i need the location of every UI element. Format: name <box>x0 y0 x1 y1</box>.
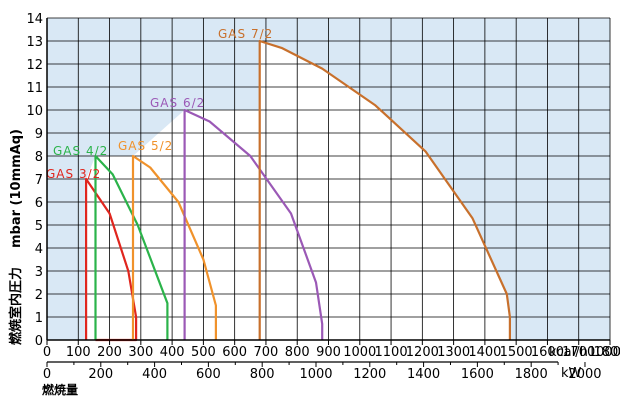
y-axis-title: mbar (10mmAq) <box>9 129 24 248</box>
x-tick-label: 600 <box>222 345 247 360</box>
y-axis-title-jp: 燃焼室内圧力 <box>8 267 24 345</box>
x-tick-label: 500 <box>191 345 216 360</box>
y-tick-label: 6 <box>35 196 43 211</box>
x-tick-label: 300 <box>128 345 153 360</box>
x2-unit-label: kW <box>561 366 582 381</box>
x-tick-label: 700 <box>254 345 279 360</box>
y-tick-label: 1 <box>35 311 43 326</box>
y-tick-label: 4 <box>35 242 43 257</box>
label-gas-7-2: GAS 7/2 <box>218 27 273 41</box>
x2-tick-label: 200 <box>88 367 113 382</box>
x-unit-label: kcal/h1000 <box>549 345 620 360</box>
label-gas-6-2: GAS 6/2 <box>150 96 205 110</box>
x-tick-label: 200 <box>97 345 122 360</box>
y-tick-label: 2 <box>35 288 43 303</box>
y-tick-label: 3 <box>35 265 43 280</box>
x2-tick-label: 1200 <box>353 367 386 382</box>
x-tick-label: 1000 <box>343 345 376 360</box>
y-tick-label: 7 <box>35 173 43 188</box>
x-tick-label: 1500 <box>500 345 533 360</box>
x2-tick-label: 1400 <box>407 367 440 382</box>
x2-tick-labels: 0 200 400 600 800 1000 1200 1400 1600 1800 2000 <box>43 367 602 382</box>
x2-tick-label: 2000 <box>568 367 601 382</box>
x-tick-label: 1100 <box>375 345 408 360</box>
series-gas-7-2 <box>258 39 511 340</box>
series-labels: GAS 3/2 GAS 4/2 GAS 5/2 GAS 6/2 GAS 7/2 <box>46 27 273 181</box>
label-gas-4-2: GAS 4/2 <box>53 144 108 158</box>
x-tick-label: 400 <box>160 345 185 360</box>
series-gas-6-2 <box>183 108 324 340</box>
y-tick-label: 9 <box>35 127 43 142</box>
x2-tick-label: 1000 <box>299 367 332 382</box>
y-tick-label: 0 <box>35 334 43 349</box>
x-tick-label: 0 <box>43 345 51 360</box>
x2-tick-label: 1800 <box>515 367 548 382</box>
x-tick-label: 1800 <box>593 345 620 360</box>
y-tick-label: 12 <box>26 58 43 73</box>
x-tick-label: 1400 <box>468 345 501 360</box>
x-tick-label: 1700 <box>562 345 595 360</box>
axes <box>46 18 611 367</box>
label-gas-3-2: GAS 3/2 <box>46 167 101 181</box>
y-tick-label: 10 <box>26 104 43 119</box>
operating-region-fill <box>86 41 510 340</box>
y-tick-label: 8 <box>35 150 43 165</box>
y-tick-label: 11 <box>26 81 43 96</box>
x-tick-label: 900 <box>316 345 341 360</box>
x-tick-label: 100 <box>66 345 91 360</box>
y-tick-label: 5 <box>35 219 43 234</box>
y-tick-label: 13 <box>26 35 43 50</box>
x2-tick-label: 400 <box>142 367 167 382</box>
x-tick-labels: 0 100 200 300 400 500 600 700 800 900 100011001200… <box>43 345 620 360</box>
x-tick-label: 1200 <box>406 345 439 360</box>
x-tick-label: 800 <box>285 345 310 360</box>
x2-tick-label: 0 <box>43 367 51 382</box>
x-tick-label: 1300 <box>437 345 470 360</box>
series-gas-5-2 <box>131 154 217 340</box>
y-tick-label: 14 <box>26 12 43 27</box>
envelope-fill <box>86 41 510 340</box>
x2-tick-label: 1600 <box>461 367 494 382</box>
x-axis-title: 燃焼量 <box>42 382 78 397</box>
label-gas-5-2: GAS 5/2 <box>118 139 173 153</box>
x-tick-label: 1600 <box>531 345 564 360</box>
series-gas-4-2 <box>94 154 169 340</box>
x2-tick-label: 800 <box>250 367 275 382</box>
x2-tick-label: 600 <box>196 367 221 382</box>
